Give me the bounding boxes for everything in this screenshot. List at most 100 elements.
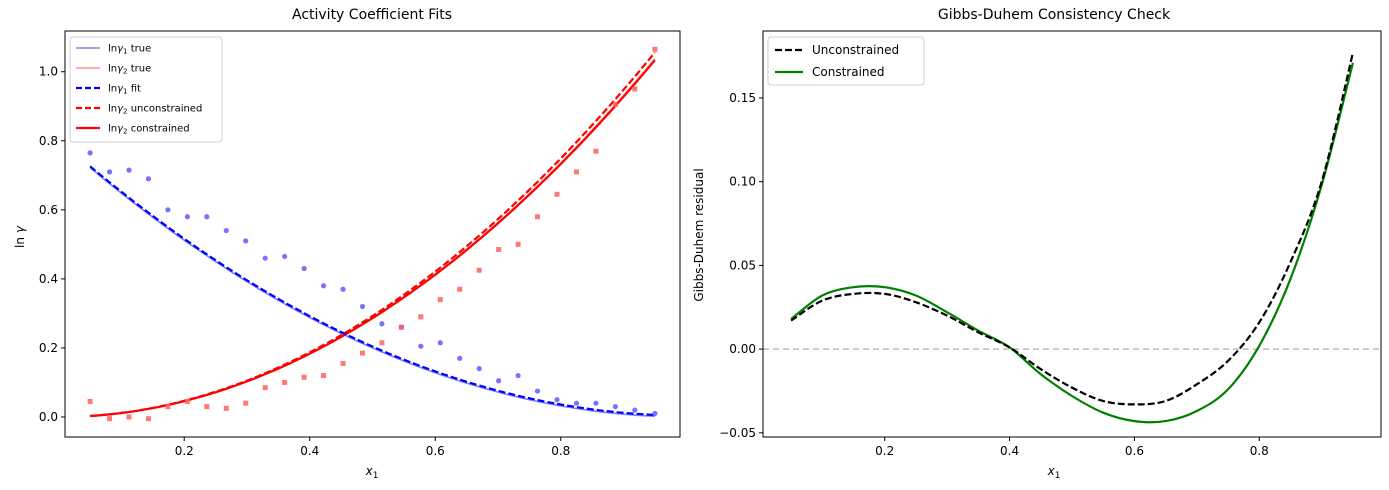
scatter-point-gamma2 xyxy=(165,404,171,410)
scatter-point-gamma1 xyxy=(165,207,171,213)
x-tick-label: 0.6 xyxy=(426,444,445,458)
scatter-point-gamma2 xyxy=(398,324,404,330)
scatter-point-gamma1 xyxy=(437,340,443,346)
scatter-point-gamma1 xyxy=(515,372,521,379)
legend-entry: lnγ1 true xyxy=(108,44,151,56)
scatter-point-gamma1 xyxy=(340,286,346,292)
scatter-point-gamma2 xyxy=(632,86,638,92)
x-tick-label: 0.6 xyxy=(1125,444,1144,458)
scatter-point-gamma1 xyxy=(593,400,599,406)
x-tick-label: 0.8 xyxy=(551,444,570,458)
axes-frame xyxy=(64,30,681,438)
scatter-point-gamma2 xyxy=(593,148,599,154)
scatter-point-gamma1 xyxy=(554,397,560,403)
scatter-point-gamma1 xyxy=(612,404,618,410)
x-tick-label: 0.2 xyxy=(875,444,894,458)
scatter-point-gamma2 xyxy=(301,374,307,380)
y-tick-label: 0.05 xyxy=(729,258,756,272)
scatter-point-gamma2 xyxy=(515,241,521,247)
scatter-point-gamma1 xyxy=(379,321,385,327)
legend: lnγ1 true lnγ2 true lnγ1 fit lnγ2 unconstra… xyxy=(69,36,223,143)
scatter-point-gamma1 xyxy=(632,407,638,413)
scatter-point-gamma1 xyxy=(418,343,424,349)
y-tick-label: 0.4 xyxy=(39,272,58,286)
scatter-point-gamma2 xyxy=(340,360,346,366)
scatter-point-gamma2 xyxy=(321,373,327,379)
legend-entry: Unconstrained xyxy=(812,43,899,57)
scatter-point-gamma1 xyxy=(184,214,190,220)
scatter-point-gamma2 xyxy=(652,46,658,52)
plot-area xyxy=(763,52,1381,424)
chart-activity-coefficient: Activity Coefficient Fits 0.2 0.4 0.6 0.80.… xyxy=(13,7,681,481)
y-tick-label: 0.00 xyxy=(729,342,756,356)
scatter-point-gamma2 xyxy=(223,405,229,411)
scatter-point-gamma2 xyxy=(476,267,482,273)
x-axis-label: x1 xyxy=(365,464,379,481)
scatter-point-gamma2 xyxy=(87,398,93,404)
scatter-point-gamma1 xyxy=(282,253,288,260)
y-tick-label: 0.10 xyxy=(729,175,756,189)
scatter-point-gamma1 xyxy=(126,167,132,173)
scatter-point-gamma1 xyxy=(223,227,229,234)
scatter-point-gamma2 xyxy=(612,102,618,108)
scatter-point-gamma2 xyxy=(418,314,424,320)
scatter-point-gamma1 xyxy=(320,283,327,289)
scatter-point-gamma1 xyxy=(534,388,541,394)
scatter-point-gamma2 xyxy=(126,414,132,420)
scatter-point-gamma2 xyxy=(457,286,463,292)
scatter-point-gamma2 xyxy=(535,214,541,220)
scatter-point-gamma2 xyxy=(184,398,190,404)
scatter-point-gamma1 xyxy=(359,303,366,310)
scatter-point-gamma1 xyxy=(106,169,113,175)
legend-entry: Constrained xyxy=(812,65,885,79)
scatter-point-gamma1 xyxy=(652,410,658,417)
y-tick-label: 0.15 xyxy=(729,91,756,105)
y-tick-label: 0.8 xyxy=(39,134,58,148)
x-tick-label: 0.8 xyxy=(1250,444,1269,458)
scatter-point-gamma2 xyxy=(437,297,443,303)
legend-box xyxy=(767,36,925,86)
legend-box xyxy=(69,36,223,143)
series-line-constrained xyxy=(790,62,1354,424)
series-line-ln-1-true xyxy=(89,167,655,418)
scatter-point-gamma1 xyxy=(243,238,249,244)
y-tick-label: 0.6 xyxy=(39,203,58,217)
series-line-ln-2-constrained xyxy=(90,59,656,418)
y-axis-label: ln γ xyxy=(13,225,27,248)
scatter-point-gamma2 xyxy=(379,340,385,346)
scatter-point-gamma2 xyxy=(359,350,365,356)
scatter-point-gamma2 xyxy=(243,400,249,406)
x-tick-label: 0.2 xyxy=(175,444,194,458)
scatter-point-gamma2 xyxy=(145,416,151,422)
y-axis-label: Gibbs-Duhem residual xyxy=(692,168,706,301)
scatter-point-gamma1 xyxy=(87,150,93,156)
legend-entry: lnγ2 unconstrained xyxy=(108,104,202,116)
scatter-point-gamma1 xyxy=(145,176,152,182)
scatter-point-gamma1 xyxy=(262,255,268,261)
x-tick-label: 0.4 xyxy=(300,444,319,458)
chart-title: Gibbs-Duhem Consistency Check xyxy=(938,7,1171,23)
scatter-point-gamma2 xyxy=(282,379,288,385)
axes-frame xyxy=(762,30,1382,438)
scatter-point-gamma2 xyxy=(262,385,268,391)
scatter-point-gamma2 xyxy=(554,191,560,197)
series-line-unconstrained xyxy=(790,52,1354,406)
scatter-point-gamma1 xyxy=(457,355,463,361)
series-line-ln-1-fit xyxy=(89,165,655,416)
axes: 0.2 0.4 0.6 0.8 −0.05 0.00 0.05 0.10 0.15 xyxy=(719,30,1382,458)
plot-area xyxy=(87,46,658,422)
y-tick-label: 1.0 xyxy=(39,65,58,79)
scatter-point-gamma1 xyxy=(476,366,482,372)
axes: 0.2 0.4 0.6 0.8 0.0 0.2 0.4 0.6 0.8 1.0 xyxy=(39,30,681,458)
x-tick-label: 0.4 xyxy=(1000,444,1019,458)
legend-entry: lnγ1 fit xyxy=(108,84,141,96)
chart-gibbs-duhem: Gibbs-Duhem Consistency Check 0.2 0.4 0.6 0… xyxy=(692,7,1382,481)
scatter-point-gamma2 xyxy=(496,247,502,253)
y-tick-label: 0.2 xyxy=(39,341,58,355)
scatter-point-gamma2 xyxy=(573,169,579,175)
legend-entry: lnγ2 true xyxy=(108,64,151,76)
legend: Unconstrained Constrained xyxy=(767,36,925,86)
y-tick-label: −0.05 xyxy=(719,426,756,440)
legend-entry: lnγ2 constrained xyxy=(108,124,190,136)
